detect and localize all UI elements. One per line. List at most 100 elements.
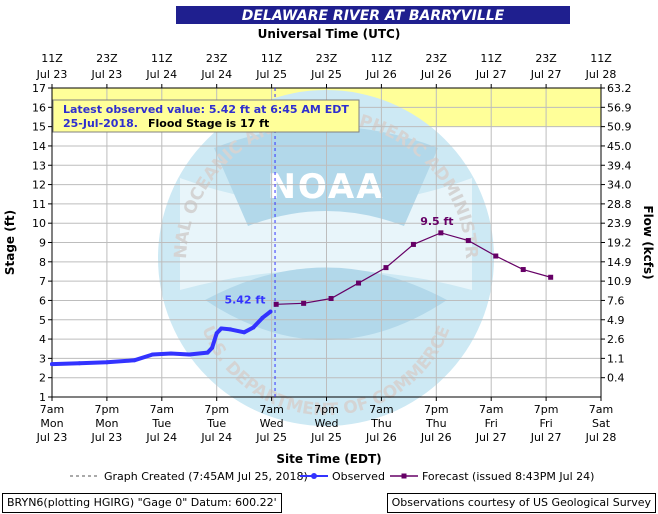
observed-line (50, 309, 273, 367)
legend-observed-marker (311, 473, 317, 479)
right-tick-label: 28.8 (607, 198, 632, 211)
left-tick-label: 6 (39, 294, 46, 307)
bottom-tick-time: 7am (589, 403, 613, 416)
top-tick-label: 23Z (206, 52, 228, 65)
bottom-tick-day: Mon (95, 417, 118, 430)
right-tick-label: 7.6 (607, 294, 625, 307)
bottom-tick-date: Jul 27 (475, 431, 507, 444)
bottom-tick-day: Fri (540, 417, 553, 430)
right-tick-label: 14.9 (607, 256, 632, 269)
forecast-point (410, 241, 416, 247)
top-tick-label: 23Z (426, 52, 448, 65)
bottom-tick-time: 7am (259, 403, 283, 416)
data-source-note: Observations courtesy of US Geological S… (386, 493, 656, 513)
bottom-tick-day: Tue (151, 417, 171, 430)
right-tick-label: 23.9 (607, 217, 632, 230)
bottom-tick-day: Tue (206, 417, 226, 430)
forecast-point (356, 280, 362, 286)
forecast-point (328, 296, 334, 302)
bottom-tick-date: Jul 26 (365, 431, 397, 444)
bottom-tick-date: Jul 28 (585, 431, 617, 444)
bottom-tick-day: Thu (425, 417, 447, 430)
bottom-tick-time: 7pm (314, 403, 339, 416)
observed-point (219, 326, 224, 331)
top-tick-date: Jul 27 (475, 68, 507, 81)
forecast-point (438, 230, 444, 236)
observed-point (168, 351, 173, 356)
bottom-tick-date: Jul 24 (200, 431, 232, 444)
bottom-tick-day: Thu (370, 417, 392, 430)
bottom-tick-date: Jul 25 (255, 431, 287, 444)
legend-forecast-marker (401, 473, 407, 479)
left-tick-label: 10 (32, 217, 46, 230)
observed-point (251, 325, 256, 330)
top-tick-label: 11Z (371, 52, 393, 65)
bottom-tick-day: Wed (315, 417, 339, 430)
legend-created-label: Graph Created (7:45AM Jul 25, 2018) (104, 470, 308, 483)
top-tick-label: 11Z (590, 52, 612, 65)
forecast-point (273, 301, 279, 307)
forecast-point (383, 265, 389, 271)
right-tick-label: 1.1 (607, 352, 625, 365)
left-tick-label: 15 (32, 121, 46, 134)
bottom-tick-date: Jul 23 (91, 431, 123, 444)
left-tick-label: 12 (32, 179, 46, 192)
forecast-point (520, 267, 526, 273)
right-tick-label: 19.2 (607, 237, 632, 250)
bottom-tick-time: 7am (479, 403, 503, 416)
top-tick-date: Jul 27 (530, 68, 562, 81)
top-tick-label: 23Z (535, 52, 557, 65)
observed-point (268, 309, 273, 314)
legend-forecast-label: Forecast (issued 8:43PM Jul 24) (422, 470, 594, 483)
right-tick-label: 63.2 (607, 82, 632, 95)
observed-point (228, 327, 233, 332)
observed-point (77, 361, 82, 366)
forecast-peak-label: 9.5 ft (420, 215, 453, 228)
bottom-tick-date: Jul 23 (36, 431, 68, 444)
left-tick-label: 8 (39, 256, 46, 269)
observed-point (210, 345, 215, 350)
forecast-point (465, 238, 471, 244)
chart-title: DELAWARE RIVER AT BARRYVILLE (242, 8, 505, 24)
observed-point (150, 352, 155, 357)
top-tick-date: Jul 23 (91, 68, 123, 81)
right-tick-label: 45.0 (607, 140, 632, 153)
right-tick-label: 4.9 (607, 314, 625, 327)
right-tick-label: 0.4 (607, 372, 625, 385)
bottom-tick-date: Jul 24 (145, 431, 177, 444)
observed-point (132, 358, 137, 363)
watermark-center-text: NOAA (267, 167, 384, 207)
bottom-tick-day: Wed (260, 417, 284, 430)
right-tick-label: 39.4 (607, 159, 632, 172)
top-tick-label: 23Z (316, 52, 338, 65)
bottom-tick-day: Sat (592, 417, 611, 430)
observed-point (214, 331, 219, 336)
observed-point (187, 352, 192, 357)
left-tick-label: 1 (39, 391, 46, 404)
left-tick-label: 2 (39, 372, 46, 385)
info-line-2-flood: Flood Stage is 17 ft (148, 117, 269, 130)
observed-point (104, 360, 109, 365)
bottom-tick-time: 7pm (95, 403, 120, 416)
bottom-tick-time: 7pm (204, 403, 229, 416)
y-axis-title-right: Flow (kcfs) (641, 205, 655, 279)
top-tick-label: 11Z (480, 52, 502, 65)
top-tick-label: 11Z (151, 52, 173, 65)
left-tick-label: 7 (39, 275, 46, 288)
info-line-1: Latest observed value: 5.42 ft at 6:45 A… (63, 103, 349, 116)
top-tick-date: Jul 23 (36, 68, 68, 81)
top-tick-label: 23Z (96, 52, 118, 65)
right-tick-label: 10.9 (607, 275, 632, 288)
bottom-tick-time: 7pm (424, 403, 449, 416)
hydrograph-chart: DELAWARE RIVER AT BARRYVILLE Universal Ti… (0, 0, 655, 483)
bottom-tick-date: Jul 27 (530, 431, 562, 444)
bottom-tick-time: 7am (150, 403, 174, 416)
top-tick-date: Jul 25 (255, 68, 287, 81)
left-tick-label: 14 (32, 140, 46, 153)
top-tick-date: Jul 24 (145, 68, 177, 81)
forecast-point (493, 253, 499, 259)
top-tick-label: 11Z (41, 52, 63, 65)
left-tick-label: 13 (32, 159, 46, 172)
datum-note: BRYN6(plotting HGIRG) "Gage 0" Datum: 60… (2, 493, 282, 513)
